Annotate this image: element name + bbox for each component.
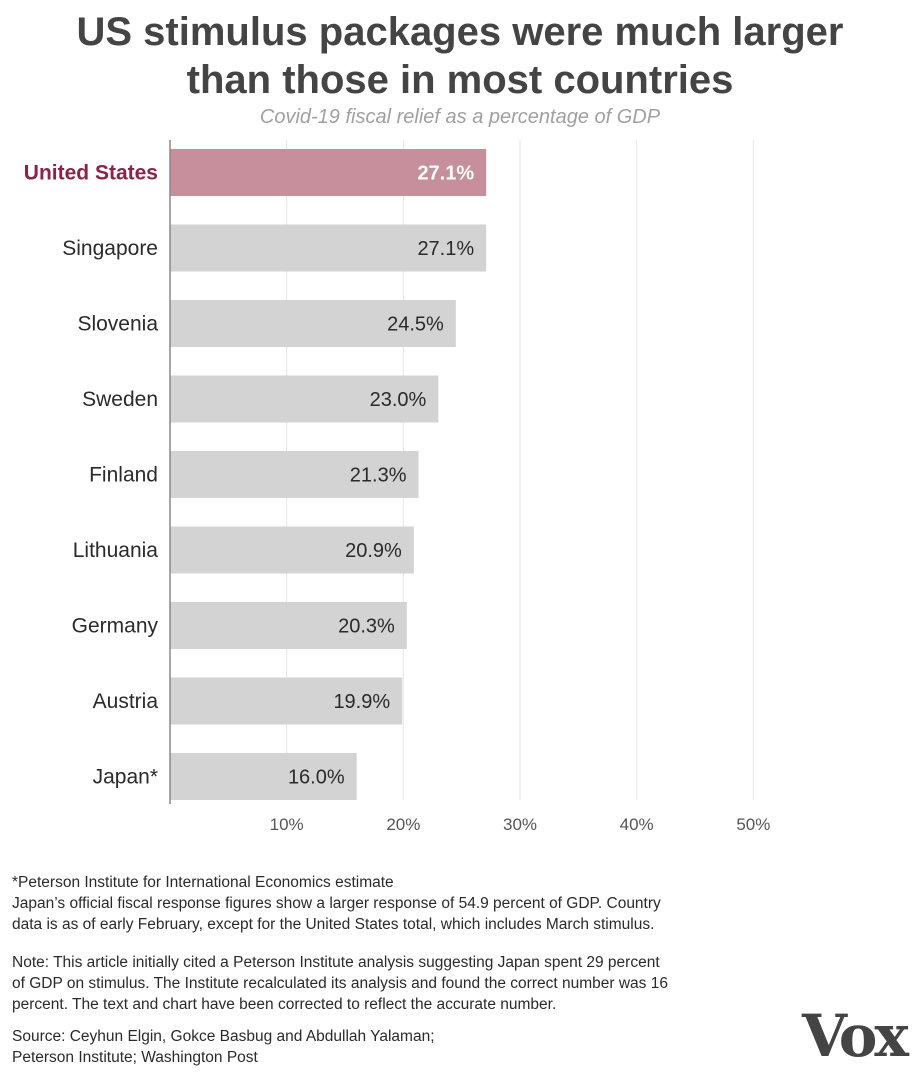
category-label: Japan* (93, 766, 158, 789)
category-label: United States (24, 162, 158, 185)
footnote: *Peterson Institute for International Ec… (12, 872, 892, 935)
value-label: 21.3% (350, 465, 407, 487)
category-label: Germany (72, 615, 159, 638)
category-label: Singapore (62, 237, 158, 260)
chart-subtitle: Covid-19 fiscal relief as a percentage o… (259, 106, 661, 128)
bar (170, 224, 487, 272)
chart-title-line-1: US stimulus packages were much larger (76, 10, 844, 54)
bar (170, 300, 456, 347)
correction-line-3: percent. The text and chart have been co… (12, 996, 557, 1013)
value-label: 24.5% (387, 314, 444, 336)
value-label: 20.9% (345, 540, 402, 562)
chart-title-line-2: than those in most countries (186, 58, 734, 102)
bar (170, 753, 357, 800)
value-label: 27.1% (417, 163, 474, 185)
svg-text:Vox: Vox (801, 1002, 909, 1068)
source-note: Source: Ceyhun Elgin, Gokce Basbug and A… (12, 1026, 892, 1068)
x-tick-label: 40% (620, 815, 654, 834)
bar (170, 602, 407, 649)
category-label: Finland (89, 464, 158, 487)
footnote-line-1: *Peterson Institute for International Ec… (12, 874, 394, 891)
value-label: 20.3% (338, 616, 395, 638)
correction-line-1: Note: This article initially cited a Pet… (12, 954, 660, 971)
x-tick-label: 30% (503, 815, 537, 834)
category-label: Austria (93, 690, 159, 713)
category-label: Slovenia (77, 313, 158, 336)
bar (170, 375, 439, 423)
chart-title: US stimulus packages were much larger th… (0, 8, 920, 104)
bar (170, 677, 403, 725)
correction-line-2: of GDP on stimulus. The Institute recalc… (12, 975, 668, 992)
category-label: Lithuania (73, 539, 159, 562)
bar (170, 526, 414, 574)
footnote-line-3: data is as of early February, except for… (12, 916, 655, 933)
category-label: Sweden (82, 388, 158, 411)
source-line-1: Source: Ceyhun Elgin, Gokce Basbug and A… (12, 1028, 435, 1045)
value-label: 23.0% (370, 389, 427, 411)
bar-chart: United States 27.1% Singapore 27.1% Slovenia… (24, 140, 770, 834)
footnote-line-2: Japan’s official fiscal response figures… (12, 895, 661, 912)
bar (170, 451, 419, 498)
vox-logo: Vox (801, 1002, 910, 1068)
bar (170, 149, 487, 196)
value-label: 16.0% (288, 767, 345, 789)
value-label: 19.9% (333, 691, 390, 713)
value-label: 27.1% (417, 238, 474, 260)
x-tick-label: 10% (270, 815, 304, 834)
x-tick-label: 50% (736, 815, 770, 834)
source-line-2: Peterson Institute; Washington Post (12, 1049, 258, 1066)
correction-note: Note: This article initially cited a Pet… (12, 952, 892, 1015)
x-tick-label: 20% (386, 815, 420, 834)
